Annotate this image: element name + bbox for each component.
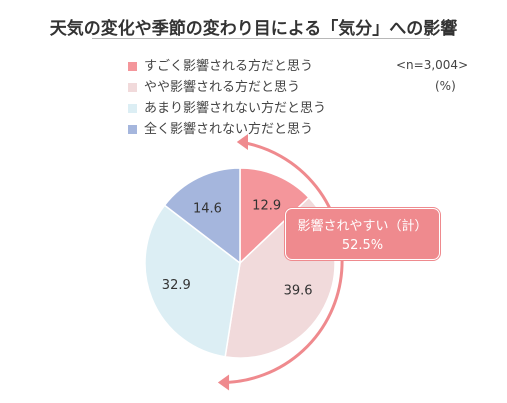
legend-swatch-4 [128, 125, 137, 134]
sample-size: <n=3,004> [396, 58, 469, 72]
arrow-head-bottom [217, 374, 230, 391]
legend-swatch-1 [128, 62, 137, 71]
chart-title: 天気の変化や季節の変わり目による「気分」への影響 [49, 19, 458, 39]
callout-value: 52.5% [341, 238, 384, 253]
pie-slice-label-3: 32.9 [162, 278, 191, 293]
pie-slice-label-4: 14.6 [193, 202, 222, 217]
callout-label: 影響されやすい（計） [297, 219, 428, 234]
pie-slice-1 [239, 167, 310, 265]
pie-slice-3 [144, 204, 241, 358]
legend-label-1: すごく影響される方だと思う [144, 59, 314, 74]
arrow-arc [221, 140, 344, 385]
pie-slice-label-2: 39.6 [284, 283, 313, 298]
title-underline [92, 38, 430, 39]
arrow-head-top [236, 134, 248, 150]
affected-range-arrow [217, 134, 344, 391]
unit-label: (%) [435, 79, 456, 93]
pie-slice-labels: 12.9 39.6 32.9 14.6 [162, 198, 313, 298]
legend-item-1: すごく影響される方だと思う [128, 56, 326, 77]
legend-label-4: 全く影響されない方だと思う [144, 122, 314, 137]
affected-total-callout: 影響されやすい（計） 52.5% [285, 208, 440, 260]
legend-label-3: あまり影響されない方だと思う [144, 101, 327, 116]
legend-label-2: やや影響される方だと思う [144, 80, 301, 95]
pie-slice-4 [163, 167, 241, 265]
legend-swatch-3 [128, 104, 137, 113]
legend-item-2: やや影響される方だと思う [128, 77, 326, 98]
pie-slices [144, 167, 336, 359]
legend-item-4: 全く影響されない方だと思う [128, 119, 326, 140]
legend-item-3: あまり影響されない方だと思う [128, 98, 326, 119]
pie-slice-label-1: 12.9 [252, 198, 281, 213]
legend-swatch-2 [128, 83, 137, 92]
legend: すごく影響される方だと思う やや影響される方だと思う あまり影響されない方だと思… [128, 56, 326, 140]
